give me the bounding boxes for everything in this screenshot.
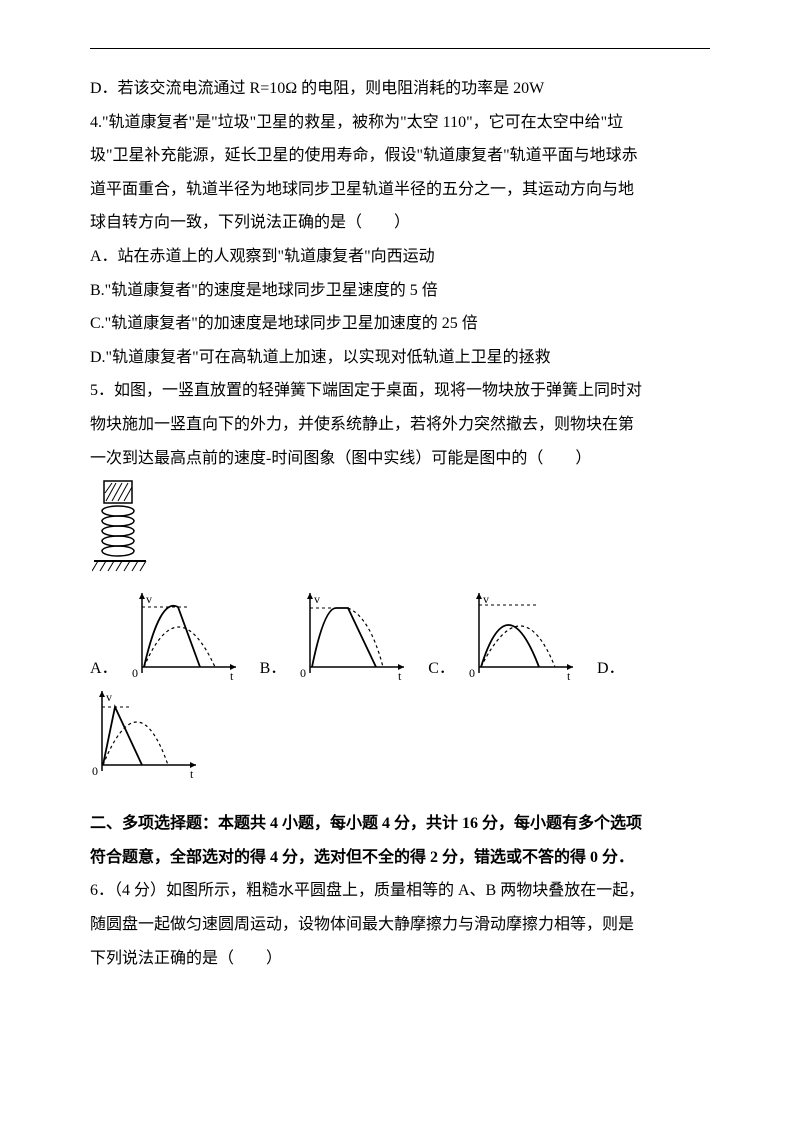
q5-stem-line-2: 物块施加一竖直向下的外力，并使系统静止，若将外力突然撤去，则物块在第 <box>90 408 710 442</box>
q5-graph-row-2: v t 0 <box>90 685 710 781</box>
q4-stem-line-1: 4."轨道康复者"是"垃圾"卫星的救星，被称为"太空 110"，它可在太空中给"… <box>90 106 710 140</box>
q5-option-a-label: A． <box>90 661 118 683</box>
axis-origin-label: 0 <box>132 666 138 680</box>
axis-v-label: v <box>146 592 152 606</box>
q5-stem-line-3: 一次到达最高点前的速度-时间图象（图中实线）可能是图中的（ ） <box>90 442 710 476</box>
q4-stem-line-2: 圾"卫星补充能源，延长卫星的使用寿命，假设"轨道康复者"轨道平面与地球赤 <box>90 139 710 173</box>
q5-option-c-label: C． <box>428 661 455 683</box>
spring-icon <box>92 479 156 581</box>
q5-graph-a: v t 0 <box>130 587 248 683</box>
axis-t-label: t <box>230 669 234 683</box>
section2-header-line-2: 符合题意，全部选对的得 4 分，选对但不全的得 2 分，错选或不答的得 0 分． <box>90 841 710 875</box>
page-rule <box>90 48 710 49</box>
q5-graph-row-1: A． v t 0 B． v t 0 C． <box>90 587 710 683</box>
q6-stem-line-2: 随圆盘一起做匀速圆周运动，设物体间最大静摩擦力与滑动摩擦力相等，则是 <box>90 908 710 942</box>
q5-graph-b: v t 0 <box>298 587 416 683</box>
spacer <box>90 781 710 807</box>
q5-graph-c: v t 0 <box>467 587 585 683</box>
q5-graph-d: v t 0 <box>90 685 208 781</box>
q6-stem-line-3: 下列说法正确的是（ ） <box>90 942 710 976</box>
axis-v-label: v <box>314 592 320 606</box>
axis-t-label: t <box>190 767 194 781</box>
axis-t-label: t <box>398 669 402 683</box>
q4-option-b: B."轨道康复者"的速度是地球同步卫星速度的 5 倍 <box>90 274 710 308</box>
axis-origin-label: 0 <box>469 666 475 680</box>
page: D．若该交流电流通过 R=10Ω 的电阻，则电阻消耗的功率是 20W 4."轨道… <box>0 0 800 1132</box>
q4-option-c: C."轨道康复者"的加速度是地球同步卫星加速度的 25 倍 <box>90 307 710 341</box>
q5-option-b-label: B． <box>260 661 287 683</box>
q4-option-a: A．站在赤道上的人观察到"轨道康复者"向西运动 <box>90 240 710 274</box>
axis-v-label: v <box>106 690 112 704</box>
axis-origin-label: 0 <box>92 764 98 778</box>
q5-stem-line-1: 5．如图，一竖直放置的轻弹簧下端固定于桌面，现将一物块放于弹簧上同时对 <box>90 374 710 408</box>
q6-stem-line-1: 6．（4 分）如图所示，粗糙水平圆盘上，质量相等的 A、B 两物块叠放在一起， <box>90 874 710 908</box>
q5-option-d-label: D． <box>597 661 625 683</box>
q3-option-d: D．若该交流电流通过 R=10Ω 的电阻，则电阻消耗的功率是 20W <box>90 72 710 106</box>
q4-stem-line-4: 球自转方向一致，下列说法正确的是（ ） <box>90 206 710 240</box>
axis-origin-label: 0 <box>300 666 306 680</box>
axis-t-label: t <box>567 669 571 683</box>
axis-v-label: v <box>483 592 489 606</box>
q4-option-d: D."轨道康复者"可在高轨道上加速，以实现对低轨道上卫星的拯救 <box>90 341 710 375</box>
q5-spring-figure <box>92 479 710 581</box>
q4-stem-line-3: 道平面重合，轨道半径为地球同步卫星轨道半径的五分之一，其运动方向与地 <box>90 173 710 207</box>
section2-header-line-1: 二、多项选择题：本题共 4 小题，每小题 4 分，共计 16 分，每小题有多个选… <box>90 807 710 841</box>
